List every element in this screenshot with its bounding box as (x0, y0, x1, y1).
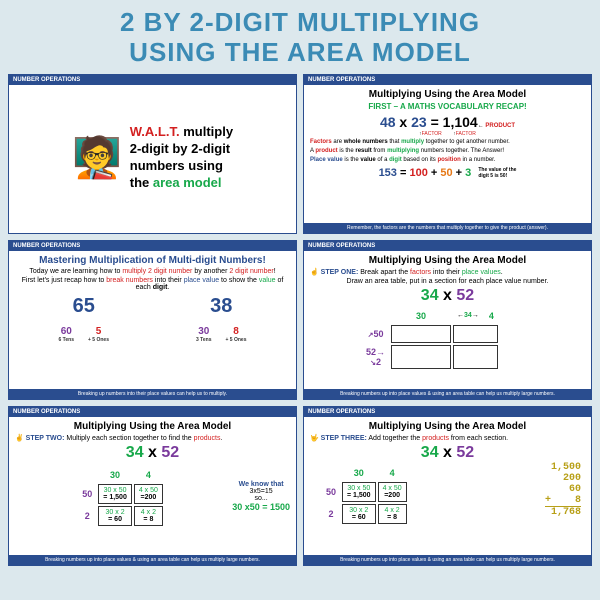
step-text: ☝️ STEP ONE: Break apart the factors int… (310, 268, 585, 276)
title-line2: USING THE AREA MODEL (129, 37, 471, 67)
character-icon: 🧑‍🏫 (72, 134, 122, 181)
slide-header: NUMBER OPERATIONS (304, 407, 591, 417)
slide-footer: Remember, the factors are the numbers th… (304, 223, 591, 233)
equation: 34 x 52 (310, 444, 585, 462)
slide-title: Multiplying Using the Area Model (310, 421, 585, 432)
step-text: 🤟 STEP THREE: Add together the products … (310, 434, 585, 442)
slide-title: Multiplying Using the Area Model (15, 421, 290, 432)
equation: 48 x 23 = 1,104← PRODUCT (310, 114, 585, 130)
vocab-line: Place value is the value of a digit base… (310, 157, 585, 164)
slide-step3: NUMBER OPERATIONS Multiplying Using the … (303, 406, 592, 566)
step-text: ✌️ STEP TWO: Multiply each section toget… (15, 434, 290, 442)
slide-title: Multiplying Using the Area Model (310, 255, 585, 266)
addition-column: 1,50020060 + 8 1,768 (545, 462, 581, 518)
slide-footer: Breaking up numbers into their place val… (9, 389, 296, 399)
place-value-eq: 153 = 100 + 50 + 3 The value of thedigit… (310, 167, 585, 179)
slide-mastering: NUMBER OPERATIONS Mastering Multiplicati… (8, 240, 297, 400)
main-title: 2 BY 2-DIGIT MULTIPLYING USING THE AREA … (0, 0, 600, 74)
vocab-line: Factors are whole numbers that multiply … (310, 139, 585, 146)
slide-header: NUMBER OPERATIONS (304, 75, 591, 85)
slide-walt: NUMBER OPERATIONS 🧑‍🏫 W.A.L.T. multiply … (8, 74, 297, 234)
walt-text: W.A.L.T. multiply 2-digit by 2-digit num… (130, 124, 233, 192)
slide-footer: Breaking numbers up into place values & … (304, 555, 591, 565)
slide-grid: NUMBER OPERATIONS 🧑‍🏫 W.A.L.T. multiply … (0, 74, 600, 574)
area-table: 30←34→4 ↗50 52→↘2 (360, 307, 500, 371)
slide-title: Mastering Multiplication of Multi-digit … (15, 255, 290, 266)
slide-title: Multiplying Using the Area Model (310, 89, 585, 100)
slide-footer: Breaking numbers up into place values & … (304, 389, 591, 399)
slide-step2: NUMBER OPERATIONS Multiplying Using the … (8, 406, 297, 566)
body-text: Today we are learning how to multiply 2 … (15, 268, 290, 275)
equation: 34 x 52 (310, 287, 585, 305)
vocab-line: A product is the result from multiplying… (310, 148, 585, 155)
slide-header: NUMBER OPERATIONS (9, 407, 296, 417)
slide-header: NUMBER OPERATIONS (9, 75, 296, 85)
body-text: First let's just recap how to break numb… (15, 277, 290, 291)
slide-header: NUMBER OPERATIONS (9, 241, 296, 251)
title-line1: 2 BY 2-DIGIT MULTIPLYING (120, 7, 480, 37)
factor-labels: ↑FACTOR ↑FACTOR (310, 131, 585, 137)
area-table: 304 5030 x 50= 1,5004 x 50=200 230 x 2= … (320, 464, 409, 526)
hint-text: We know that3x5=15so... 30 x50 = 1500 (232, 481, 290, 512)
number-breakdown: 65 606 Tens5+ 5 Ones 38 303 Tens8+ 5 One… (15, 295, 290, 343)
sub-text: Draw an area table, put in a section for… (310, 278, 585, 285)
slide-footer: Breaking numbers up into place values & … (9, 555, 296, 565)
slide-subtitle: FIRST – A MATHS VOCABULARY RECAP! (310, 102, 585, 111)
area-table: 304 5030 x 50= 1,5004 x 50=200 230 x 2= … (76, 466, 165, 528)
equation: 34 x 52 (15, 444, 290, 462)
slide-step1: NUMBER OPERATIONS Multiplying Using the … (303, 240, 592, 400)
slide-vocab: NUMBER OPERATIONS Multiplying Using the … (303, 74, 592, 234)
slide-header: NUMBER OPERATIONS (304, 241, 591, 251)
